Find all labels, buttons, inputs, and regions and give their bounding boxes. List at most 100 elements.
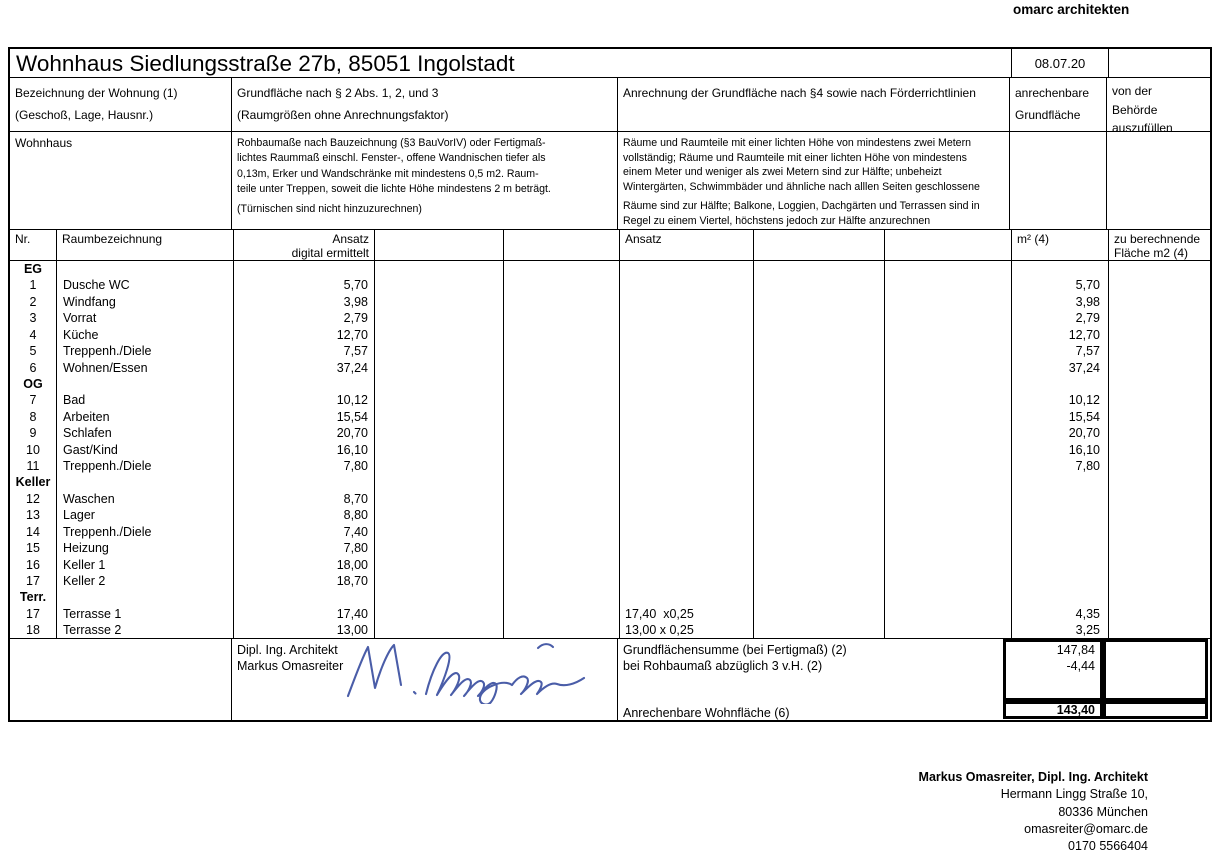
room-label: Heizung [63,541,109,556]
row-nr: 3 [29,311,37,326]
column-ansatz-digital: 5,70 3,98 2,79 12,70 7,57 37,24 10,12 15… [234,261,375,638]
m2-value: 15,54 [1068,409,1100,424]
digital-value: 3,98 [343,294,368,309]
row-nr: 11 [26,459,40,474]
header-band: Bezeichnung der Wohnung (1) (Geschoß, La… [10,78,1210,132]
header-anrechenbar: anrechenbare Grundfläche [1010,78,1107,131]
m2-value [1012,589,1108,605]
room-label: Windfang [63,294,116,309]
col-header-empty-1 [375,230,504,260]
digital-value: 37,24 [336,360,368,375]
group-label: OG [23,376,43,391]
anrechnung-note: Räume und Raumteile mit einer lichten Hö… [618,132,1010,229]
header-grundflaeche-line2: (Raumgrößen ohne Anrechnungsfaktor) [237,108,449,122]
summary-value-boxes: 147,84 -4,44 143,40 [1003,639,1208,721]
row-nr: 12 [26,491,40,506]
digital-value: 5,70 [343,278,368,293]
digital-value: 7,40 [343,524,368,539]
col-header-zu-berechnen: zu berechnende Fläche m2 (4) [1114,232,1201,260]
room-label: Bad [63,393,86,408]
m2-value [1012,491,1108,507]
col-header-empty-4 [885,230,1012,260]
group-label: EG [23,262,43,276]
digital-value [234,376,374,392]
object-row-empty-2 [1107,132,1208,229]
col-header-empty-2 [504,230,620,260]
room-label: Keller 2 [63,574,106,589]
m2-value: 10,12 [1068,393,1100,408]
digital-value: 18,00 [336,557,368,572]
column-empty-3 [754,261,885,638]
group-label: Terr. [19,590,47,605]
m2-value [1012,507,1108,523]
m2-value: 5,70 [1075,278,1100,293]
digital-value [234,261,374,277]
page-title: Wohnhaus Siedlungsstraße 27b, 85051 Ingo… [10,49,1012,77]
column-empty-1 [375,261,504,638]
column-headers: Nr. Raumbezeichnung Ansatz digital ermit… [10,230,1210,261]
summary-section: Dipl. Ing. Architekt Markus Omasreiter G… [10,639,1210,721]
digital-value: 10,12 [336,393,368,408]
room-label: Wohnen/Essen [63,360,148,375]
room-label [63,376,233,392]
m2-value: 4,35 [1075,606,1100,621]
digital-value: 17,40 [336,606,368,621]
room-label: Treppenh./Diele [63,344,152,359]
header-behoerde: von der Behörde auszufüllen [1112,84,1173,131]
digital-value: 7,80 [343,541,368,556]
header-bezeichnung: Bezeichnung der Wohnung (1) (Geschoß, La… [10,78,232,131]
digital-value: 12,70 [336,327,368,342]
room-label: Keller 1 [63,557,106,572]
column-ansatz: 17,40 x0,25 13,00 x 0,25 [620,261,754,638]
row-nr: 8 [29,409,37,424]
row-nr: 6 [29,360,37,375]
row-nr: 5 [29,344,37,359]
digital-value: 8,80 [343,508,368,523]
signer-title: Dipl. Ing. Architekt [237,643,338,657]
row-nr: 7 [29,393,37,408]
room-label: Küche [63,327,99,342]
terrace-ansatz: 13,00 x 0,25 [625,623,694,638]
header-grundflaeche: Grundfläche nach § 2 Abs. 1, 2, und 3 (R… [232,78,618,131]
digital-value: 15,54 [336,409,368,424]
digital-value [234,474,374,490]
deduction-label: bei Rohbaumaß abzüglich 3 v.H. (2) [623,659,823,673]
room-label: Gast/Kind [63,442,118,457]
row-nr: 16 [26,557,40,572]
group-label: Keller [15,475,51,490]
row-nr: 17 [26,606,40,621]
deduction-value: -4,44 [1066,658,1096,673]
contact-city: 80336 München [1058,804,1148,819]
sum-label: Grundflächensumme (bei Fertigmaß) (2) [623,643,847,657]
room-label [63,474,233,490]
row-nr: 14 [26,524,40,539]
behoerde-box-top [1103,639,1208,701]
handwritten-signature [346,643,586,704]
column-raumbezeichnung: Dusche WC Windfang Vorrat Küche Treppenh… [57,261,234,638]
room-label: Treppenh./Diele [63,459,152,474]
digital-value: 16,10 [336,442,368,457]
column-nr: EG 1 2 3 4 5 6 OG 7 8 9 10 11 Keller 12 … [10,261,57,638]
m2-value: 7,80 [1075,459,1100,474]
summary-labels: Grundflächensumme (bei Fertigmaß) (2) be… [618,639,1003,721]
room-label: Lager [63,508,95,523]
m2-value: 37,24 [1068,360,1100,375]
column-behoerde-empty [1109,261,1210,638]
sum-values-box: 147,84 -4,44 [1003,639,1103,701]
digital-value [234,589,374,605]
col-header-nr: Nr. [10,230,57,260]
m2-value [1012,474,1108,490]
col-header-ansatz-digital: Ansatz digital ermittelt [234,230,375,260]
m2-value [1012,261,1108,277]
room-label: Vorrat [63,311,97,326]
row-nr: 13 [26,508,40,523]
m2-value [1012,524,1108,540]
room-label: Waschen [63,491,115,506]
room-label: Terrasse 1 [63,606,122,621]
col-header-empty-3 [754,230,885,260]
header-grundflaeche-line1: Grundfläche nach § 2 Abs. 1, 2, und 3 [237,86,439,100]
title-row: Wohnhaus Siedlungsstraße 27b, 85051 Ingo… [10,49,1210,78]
terrace-ansatz: 17,40 x0,25 [625,606,694,621]
column-empty-4 [885,261,1012,638]
header-bezeichnung-line1: Bezeichnung der Wohnung (1) [15,86,178,100]
